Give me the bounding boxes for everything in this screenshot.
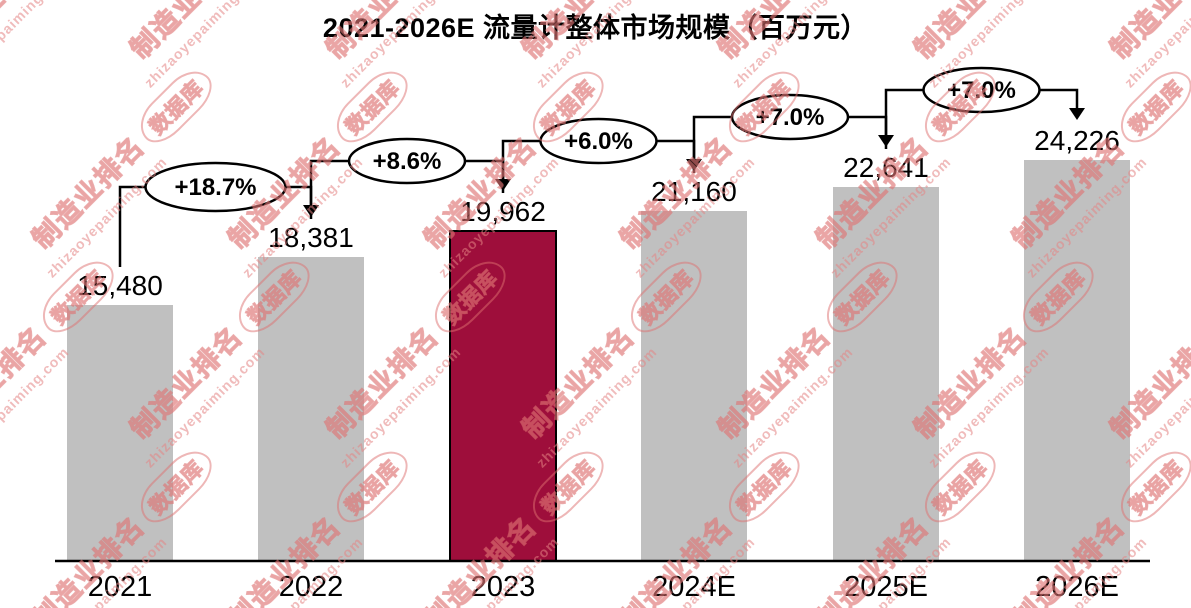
value-label-2021: 15,480: [77, 270, 163, 301]
bar-2024E: [641, 211, 747, 561]
growth-ellipse-2025E-2026E: [922, 66, 1041, 114]
year-label-2023: 2023: [471, 571, 536, 603]
growth-ellipse-2022-2023: [347, 137, 467, 185]
year-label-2021: 2021: [88, 571, 153, 603]
year-label-2025E: 2025E: [844, 571, 928, 603]
bar-2023: [449, 230, 557, 562]
value-label-2024E: 21,160: [651, 176, 737, 207]
year-label-2024E: 2024E: [652, 571, 736, 603]
bar-2021: [67, 305, 173, 561]
year-label-2026E: 2026E: [1035, 571, 1119, 603]
growth-ellipse-2024E-2025E: [730, 93, 850, 141]
growth-ellipse-2021-2022: [144, 161, 287, 213]
growth-label-2023-2024E: +6.0%: [564, 128, 633, 155]
growth-ellipse-2023-2024E: [539, 117, 658, 165]
growth-label-2025E-2026E: +7.0%: [947, 77, 1016, 104]
value-label-2022: 18,381: [268, 222, 354, 253]
growth-label-2021-2022: +18.7%: [174, 174, 256, 201]
value-label-2026E: 24,226: [1034, 125, 1120, 156]
growth-label-2022-2023: +8.6%: [373, 148, 442, 175]
value-label-2023: 19,962: [460, 196, 546, 227]
growth-label-2024E-2025E: +7.0%: [756, 104, 825, 131]
arrow-down-icon: [1069, 108, 1085, 120]
bar-2022: [258, 257, 364, 561]
year-label-2022: 2022: [279, 571, 344, 603]
value-label-2025E: 22,641: [843, 152, 929, 183]
bar-2025E: [833, 187, 939, 561]
bar-2026E: [1024, 160, 1130, 561]
chart-title: 2021-2026E 流量计整体市场规模（百万元）: [322, 13, 869, 43]
